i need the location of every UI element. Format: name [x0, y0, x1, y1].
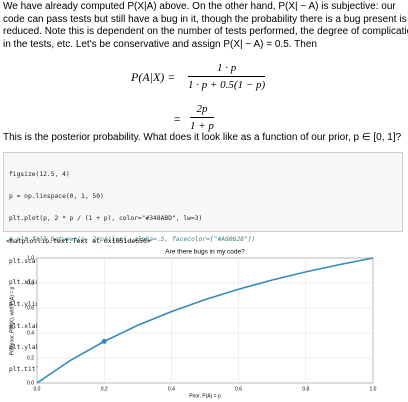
- chart-title: Are there bugs in my code?: [165, 249, 245, 256]
- denominator: 1 + p: [190, 120, 214, 132]
- paragraph-line: We have already computed P(X|A) above. O…: [3, 1, 396, 12]
- x-tick-label: 0.8: [302, 386, 309, 392]
- paragraph-line: in the tests, etc. Let's be conservative…: [3, 38, 317, 50]
- fraction: 1 · p 1 · p + 0.5(1 − p): [188, 62, 266, 91]
- x-tick-label: 0.2: [101, 386, 108, 392]
- x-axis-label: Prior, P(A) = p: [189, 393, 221, 399]
- equation-lhs: =: [173, 112, 182, 126]
- numerator: 2p: [190, 103, 214, 118]
- denominator: 1 · p + 0.5(1 − p): [188, 79, 266, 91]
- code-line: p = np.linspace(0, 1, 50): [9, 193, 104, 201]
- code-comment: # plt.fill_between(p, 2*p/(1+p), alpha=.…: [9, 236, 256, 244]
- chart: Are there bugs in my code? Prior, P(A) =…: [9, 249, 377, 400]
- paragraph-line: reduced. Note this is dependent on the n…: [3, 26, 408, 37]
- y-tick-label: 0.0: [27, 380, 34, 386]
- x-tick-label: 0.4: [168, 386, 175, 392]
- line: [36, 257, 374, 384]
- fraction: 2p 1 + p: [190, 103, 214, 132]
- cell-output: <matplotlib.text.Text at 0x1051de650>: [6, 237, 151, 245]
- code-cell: figsize(12.5, 4) p = np.linspace(0, 1, 5…: [3, 152, 403, 373]
- y-tick-label: 0.4: [27, 330, 34, 336]
- scatter-point: [101, 338, 107, 344]
- question: This is the posterior probability. What …: [3, 132, 402, 143]
- y-tick-label: 1.0: [27, 255, 34, 261]
- code-line: figsize(12.5, 4): [9, 171, 70, 179]
- x-tick-label: 0.6: [235, 386, 242, 392]
- plot-area: [36, 257, 374, 384]
- x-tick-label: 0.0: [34, 386, 41, 392]
- equation-lhs: P(A|X) =: [131, 70, 176, 84]
- y-tick-label: 0.8: [27, 280, 34, 286]
- y-tick-label: 0.6: [27, 305, 34, 311]
- y-tick-label: 0.2: [27, 355, 34, 361]
- paragraph-line: code can pass tests but still have a bug…: [3, 13, 407, 25]
- code-line: plt.plot(p, 2 * p / (1 + p), color="#348…: [9, 214, 203, 222]
- y-axis-label: Posterior, P(A|X), with P(A) = p: [9, 286, 15, 355]
- numerator: 1 · p: [188, 62, 266, 77]
- x-tick-label: 1.0: [370, 386, 377, 392]
